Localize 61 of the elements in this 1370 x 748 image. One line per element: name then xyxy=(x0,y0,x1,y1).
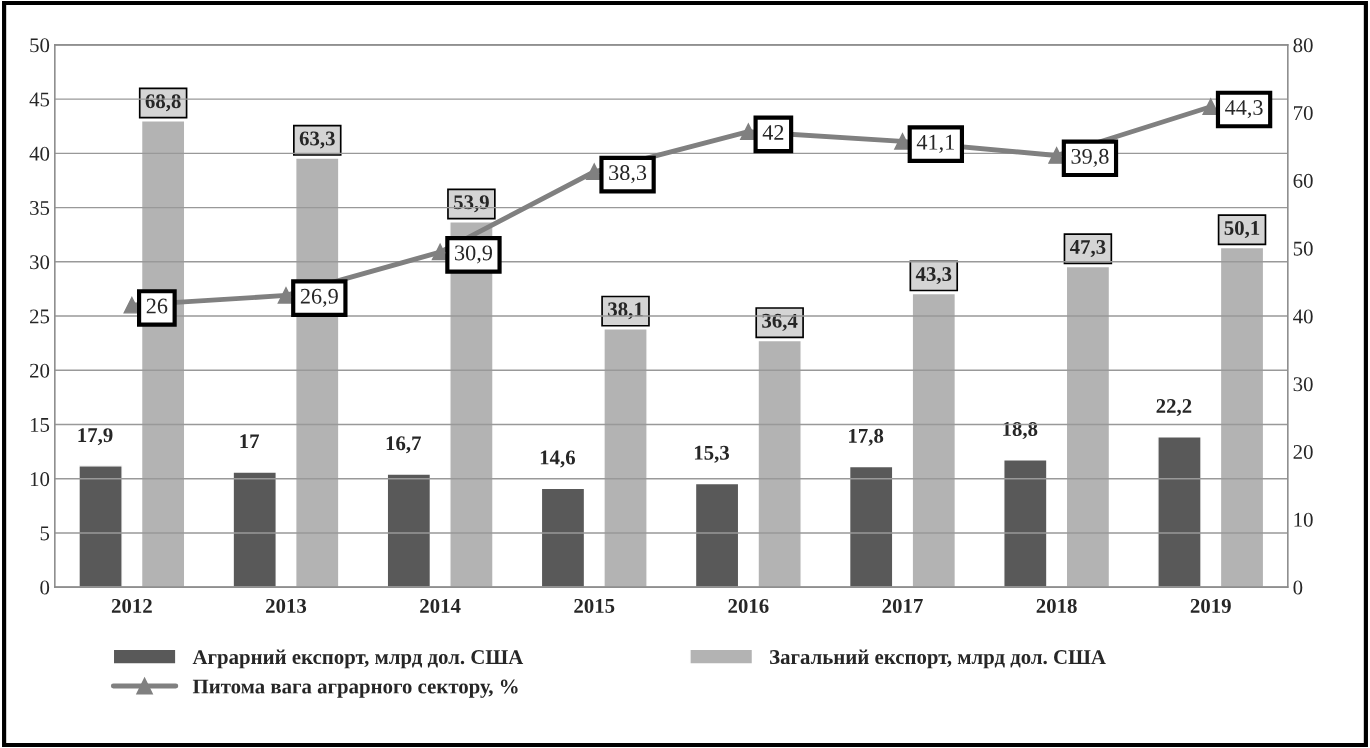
data-label: 42 xyxy=(762,125,784,140)
data-label: 63,3 xyxy=(299,131,335,149)
data-label: 50,1 xyxy=(1224,220,1260,239)
y2-tick-label: 60 xyxy=(1293,173,1313,188)
x-tick-label: 2018 xyxy=(1036,598,1077,613)
legend-label: Загальний експорт, млрд дол. США xyxy=(770,649,1106,669)
x-tick-label: 2015 xyxy=(574,598,615,613)
y-tick-label: 25 xyxy=(30,309,50,324)
y-tick-label: 30 xyxy=(30,255,50,270)
x-tick-label: 2017 xyxy=(882,598,923,613)
y2-tick-label: 30 xyxy=(1293,377,1313,392)
data-label: 38,3 xyxy=(609,165,647,184)
y2-tick-label: 40 xyxy=(1293,309,1313,324)
data-label: 14,6 xyxy=(540,450,576,468)
y-tick-label: 15 xyxy=(30,417,50,432)
x-tick-label: 2016 xyxy=(728,598,769,613)
data-label: 16,7 xyxy=(386,436,421,454)
bar xyxy=(386,473,432,588)
data-label: 17,9 xyxy=(78,428,113,446)
data-label: 36,4 xyxy=(762,313,798,331)
data-label: 26 xyxy=(146,298,168,314)
data-label: 22,2 xyxy=(1156,399,1192,417)
bar xyxy=(848,465,894,588)
x-tick-label: 2013 xyxy=(266,598,307,613)
data-label: 43,3 xyxy=(915,267,952,285)
y-tick-label: 45 xyxy=(29,92,50,107)
x-tick-label: 2012 xyxy=(111,598,152,613)
bar xyxy=(232,471,277,588)
y2-tick-label: 80 xyxy=(1293,38,1313,53)
bar xyxy=(540,487,586,588)
y2-tick-label: 10 xyxy=(1294,512,1313,527)
y2-tick-label: 50 xyxy=(1293,241,1313,256)
data-label: 68,8 xyxy=(145,94,181,112)
y-tick-label: 10 xyxy=(30,472,50,487)
data-label: 17 xyxy=(240,434,260,449)
y2-tick-label: 20 xyxy=(1293,444,1313,460)
data-label: 41,1 xyxy=(916,134,954,153)
bar xyxy=(1157,435,1202,588)
y-tick-label: 20 xyxy=(30,363,50,378)
data-label: 15,3 xyxy=(694,445,730,463)
y-tick-label: 40 xyxy=(29,146,50,161)
bar xyxy=(694,482,740,588)
x-tick-label: 2014 xyxy=(420,598,461,613)
x-tick-label: 2019 xyxy=(1190,598,1231,613)
y-tick-label: 35 xyxy=(30,201,50,215)
legend-label: Питома вага аграрного сектору, % xyxy=(192,679,518,698)
data-label: 47,3 xyxy=(1069,239,1106,257)
legend-label: Аграрний експорт, млрд дол. США xyxy=(192,649,524,669)
data-label: 38,1 xyxy=(608,302,643,320)
y-tick-label: 0 xyxy=(40,580,50,595)
data-label: 30,9 xyxy=(455,245,492,264)
bar xyxy=(78,465,123,588)
y-tick-label: 50 xyxy=(30,38,50,53)
y-tick-label: 5 xyxy=(40,526,50,541)
data-label: 26,9 xyxy=(300,288,338,307)
y2-tick-label: 70 xyxy=(1294,106,1313,121)
bar xyxy=(1003,459,1048,588)
y2-tick-label: 0 xyxy=(1293,580,1303,595)
data-label: 17,8 xyxy=(849,428,884,446)
data-label: 39,8 xyxy=(1071,148,1109,168)
data-label: 44,3 xyxy=(1225,100,1263,119)
